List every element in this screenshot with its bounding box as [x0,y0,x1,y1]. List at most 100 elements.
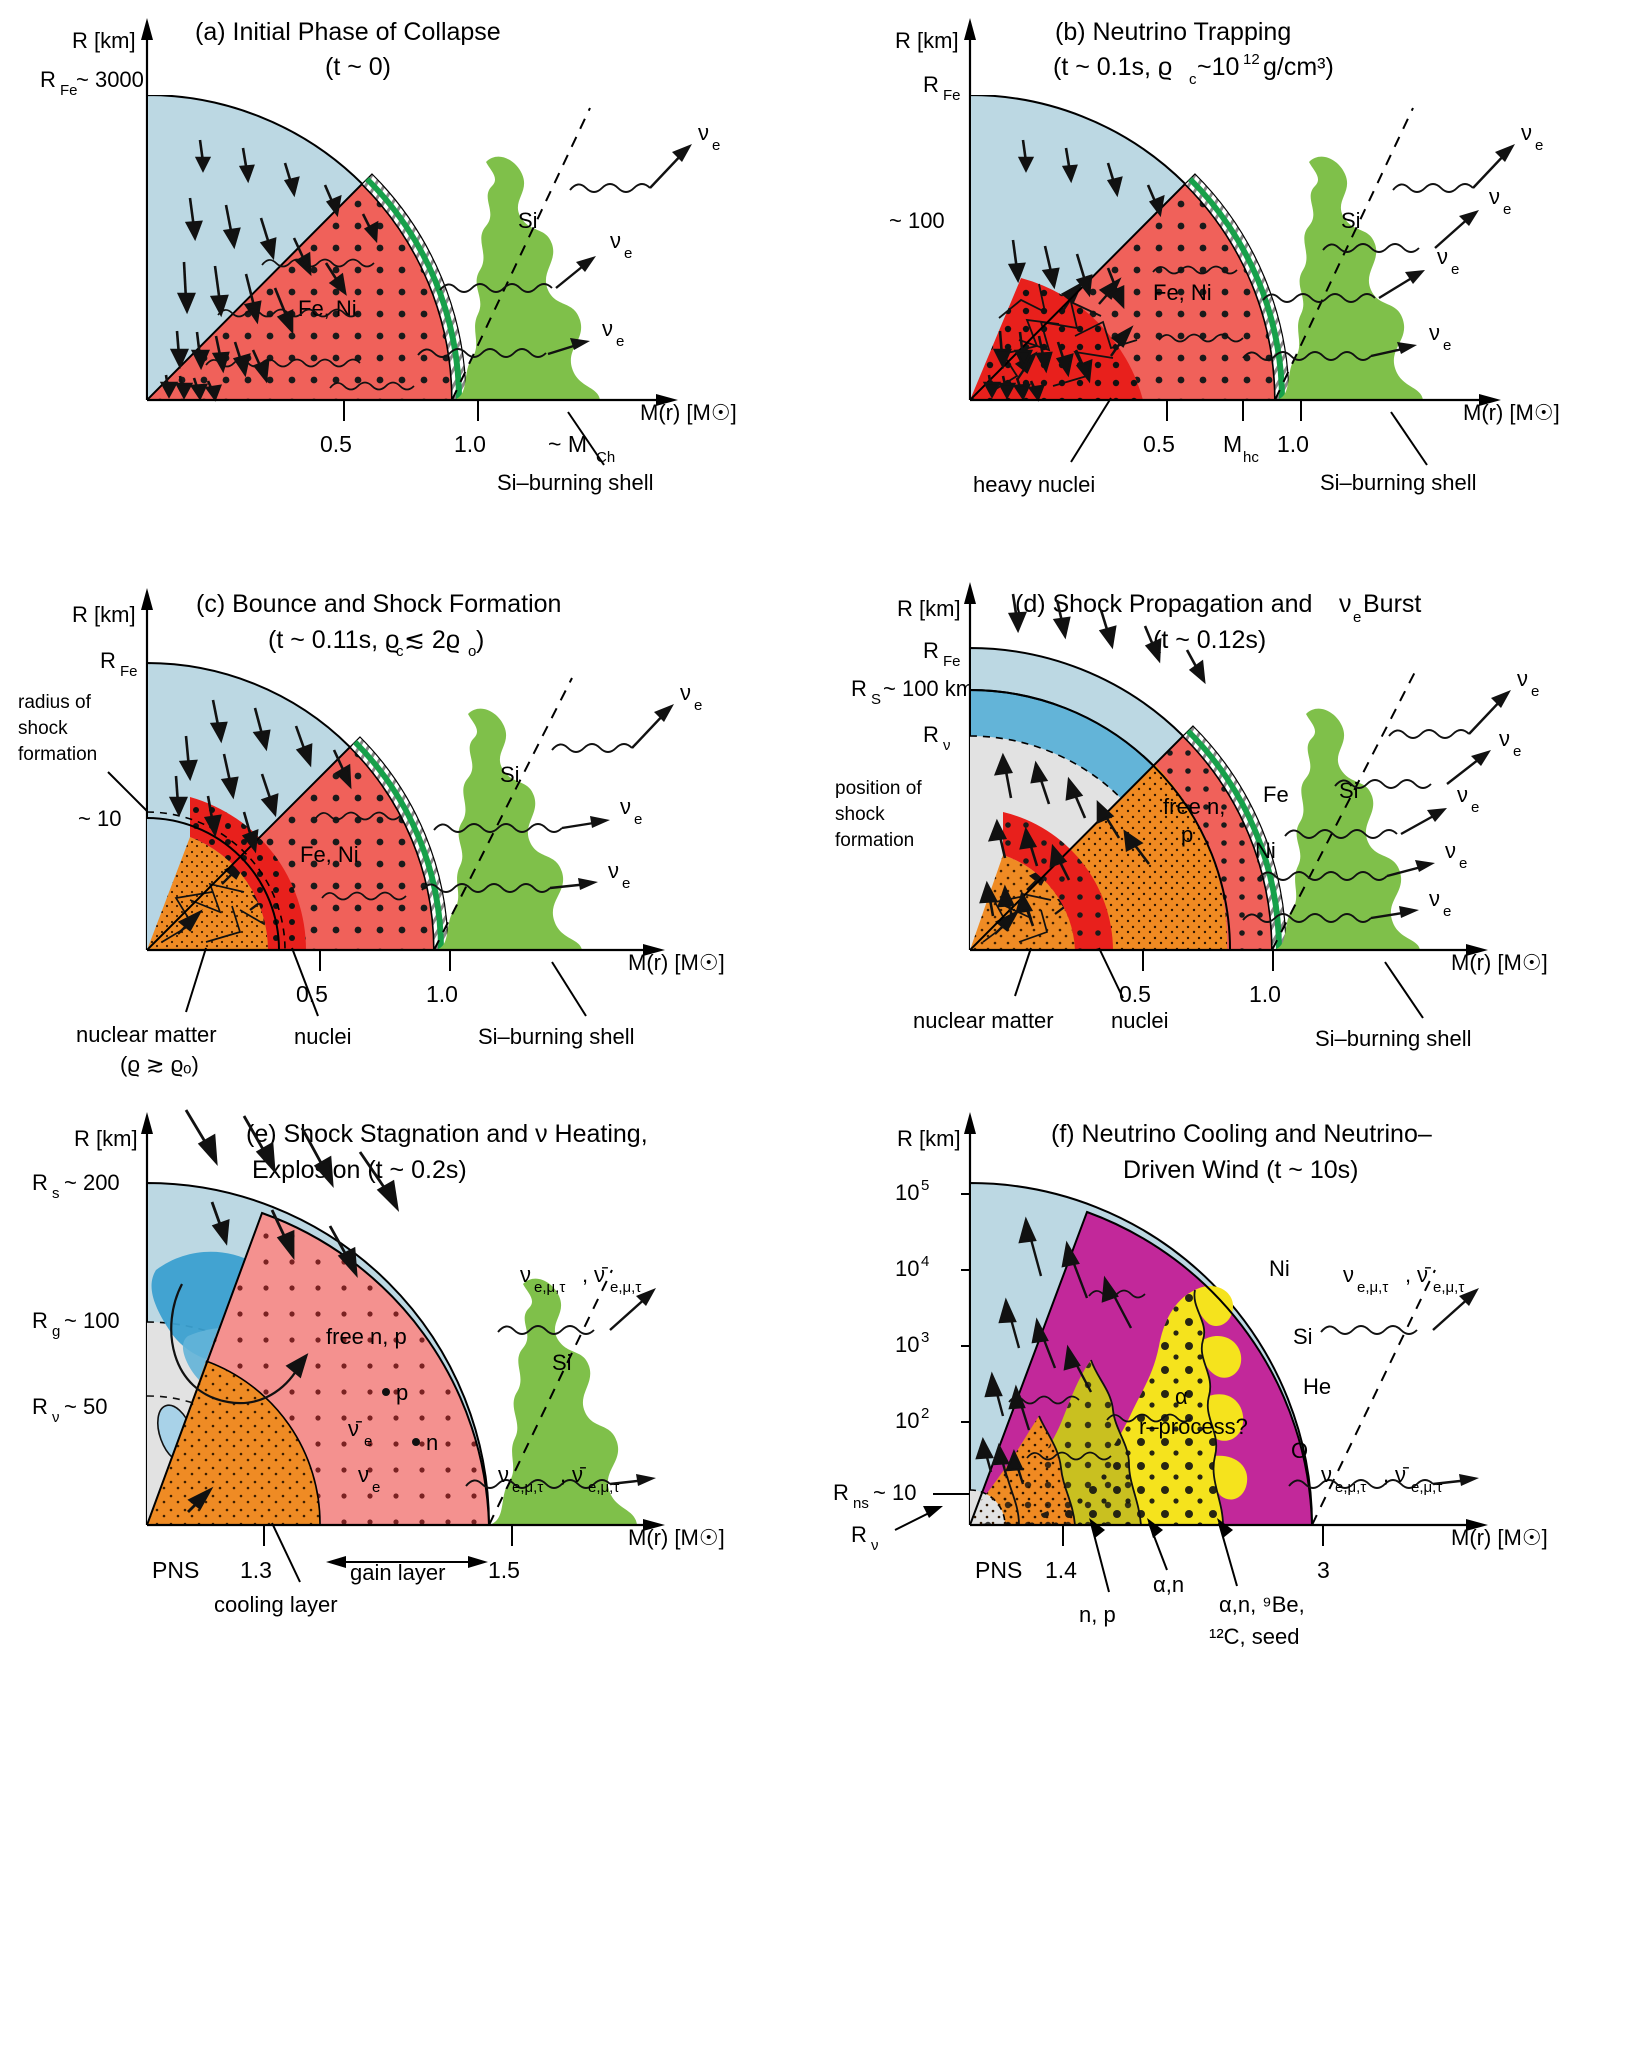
svg-text:e,μ,τ: e,μ,τ [1433,1279,1464,1296]
panel-b-label-feni: Fe, Ni [1153,280,1212,305]
panel-b-dashed-diagonal [1274,107,1414,401]
panel-c-nu-labels: νe νe νe [608,680,702,892]
svg-text:3: 3 [921,1329,929,1346]
svg-text:e: e [634,811,642,828]
panel-f-neutrino-streams [1288,1288,1479,1489]
panel-f-callout-seed: α,n, ⁹Be, ¹²C, seed [1209,1592,1305,1649]
svg-text:e: e [1353,609,1361,626]
svg-text:e: e [1443,337,1451,354]
panel-b-nu-labels: νe νe νe νe [1429,120,1543,354]
svg-text:α,n, ⁹Be,: α,n, ⁹Be, [1219,1592,1305,1617]
panel-c-subtitle: (t ~ 0.11s, ϱ c ≲ 2ϱ o ) [268,626,484,660]
panel-d-x-axis-label: M(r) [M☉] [1451,950,1548,975]
panel-d-callout-line-si [1384,961,1424,1019]
panel-d-subtitle: (t ~ 0.12s) [1153,626,1266,654]
svg-text:~ 100 km: ~ 100 km [883,676,974,701]
panel-b-xtick-mhc: M hc [1223,400,1259,466]
svg-text:e: e [1459,855,1467,872]
panel-a-si-region [452,156,600,400]
svg-text:Fe: Fe [943,653,961,670]
svg-text:,: , [560,1462,566,1487]
svg-text:e,μ,τ: e,μ,τ [1335,1479,1366,1496]
svg-text:~ M: ~ M [548,431,587,457]
panel-e-inner-labels: p ν̄e n νe [348,1380,438,1496]
panel-b-callout-line-si [1390,411,1428,466]
panel-f-wind-arrows [975,1216,1133,1485]
svg-text:(d) Shock Propagation and: (d) Shock Propagation and [1015,590,1312,618]
svg-text:(e) Shock Stagnation and ν He: (e) Shock Stagnation and ν Heating, [246,1120,648,1148]
svg-text:R: R [851,676,867,701]
panel-d-si-region [1272,708,1420,950]
svg-text:e: e [1503,201,1511,218]
panel-e-nu-out-2: ν e,μ,τ , ν̄ e,μ,τ [498,1462,619,1496]
svg-text:e,μ,τ: e,μ,τ [1411,1479,1442,1496]
panel-f-callout-alphan: α,n [1153,1572,1184,1597]
panel-a-xtick-1: 1.0 [454,431,486,457]
svg-text:): ) [476,626,484,654]
panel-e-label-freenp: free n, p [326,1324,407,1349]
svg-text:o: o [468,643,476,660]
svg-text:e: e [364,1433,372,1450]
svg-text:Driven Wind (t ~ 10s): Driven Wind (t ~ 10s) [1123,1156,1359,1184]
svg-text:e,μ,τ: e,μ,τ [1357,1279,1388,1296]
svg-text:~ 100: ~ 100 [64,1308,120,1333]
panel-a-neutrino-streams [417,144,692,358]
panel-f-callout-np: n, p [1079,1602,1116,1627]
svg-text:M: M [1223,431,1242,457]
panel-f-label-he: He [1303,1374,1331,1399]
svg-text:ν: ν [698,120,709,145]
svg-text:nuclear matter: nuclear matter [76,1022,217,1047]
panel-b-label-si: Si [1341,208,1361,233]
panel-d-infall-arrows [1007,593,1206,685]
panel-c-title: (c) Bounce and Shock Formation [196,590,561,618]
svg-text:,: , [582,1262,588,1287]
svg-text:10: 10 [895,1180,919,1205]
svg-text:ν: ν [1445,838,1456,863]
svg-text:ν: ν [1457,782,1468,807]
panel-f-nu-out-2: ν e,μ,τ , ν̄ e,μ,τ [1321,1462,1442,1496]
panel-a-callout-line [567,411,605,466]
panel-e: (e) Shock Stagnation and ν Heating, Expl… [0,1100,823,1790]
svg-text:Burst: Burst [1363,590,1421,618]
panel-b-title: (b) Neutrino Trapping [1055,18,1291,46]
panel-b-xtick-0: 0.5 [1143,431,1175,457]
panel-b-callout-heavy-nuclei: heavy nuclei [973,472,1095,497]
panel-a-xtick-0: 0.5 [320,431,352,457]
panel-d-xtick-0: 0.5 [1119,981,1151,1007]
panel-f-title: (f) Neutrino Cooling and Neutrino– Drive… [1051,1120,1432,1184]
panel-d-xtick-1: 1.0 [1249,981,1281,1007]
svg-text:e: e [1535,137,1543,154]
panel-d-nu-labels: νe νe νe νe νe [1429,666,1539,920]
svg-text:(f) Neutrino Cooling and Neut: (f) Neutrino Cooling and Neutrino– [1051,1120,1432,1148]
panel-f-nu-out-1: ν e,μ,τ , ν̄ e,μ,τ [1343,1262,1464,1296]
svg-text:~ 200: ~ 200 [64,1170,120,1195]
svg-text:Explosion (t ~ 0.2s): Explosion (t ~ 0.2s) [252,1156,467,1184]
svg-text:gain layer: gain layer [350,1560,445,1585]
svg-text:e: e [616,333,624,350]
svg-text:e: e [1513,743,1521,760]
svg-text:g: g [52,1323,60,1340]
svg-text:5: 5 [921,1177,929,1194]
svg-text:shock: shock [835,804,885,825]
svg-text:formation: formation [18,744,97,765]
panel-e-callout-line-cooling [271,1522,301,1583]
panel-c-infall-arrows [168,699,352,854]
panel-e-nu-out-1: ν e,μ,τ , ν̄ e,μ,τ [520,1262,641,1296]
panel-b: (b) Neutrino Trapping (t ~ 0.1s, ϱ c ~10… [823,0,1646,690]
panel-b-ytick-100: ~ 100 [889,208,945,233]
panel-b-core-waves [1152,265,1244,343]
svg-text:ν: ν [498,1462,509,1487]
svg-text:S: S [871,691,881,708]
svg-text:R: R [923,638,939,663]
panel-f-dashed-diagonal [1311,1269,1436,1526]
panel-d-callout-nuclei: nuclei [1111,1008,1168,1033]
panel-a-title: (a) Initial Phase of Collapse [195,18,501,46]
svg-text:ν: ν [1339,590,1352,618]
panel-c-callout-nuclei: nuclei [294,1024,351,1049]
svg-text:e: e [372,1479,380,1496]
svg-text:ν: ν [871,1537,879,1554]
panel-b-y-axis-label: R [km] [895,28,959,53]
svg-text:e,μ,τ: e,μ,τ [588,1479,619,1496]
